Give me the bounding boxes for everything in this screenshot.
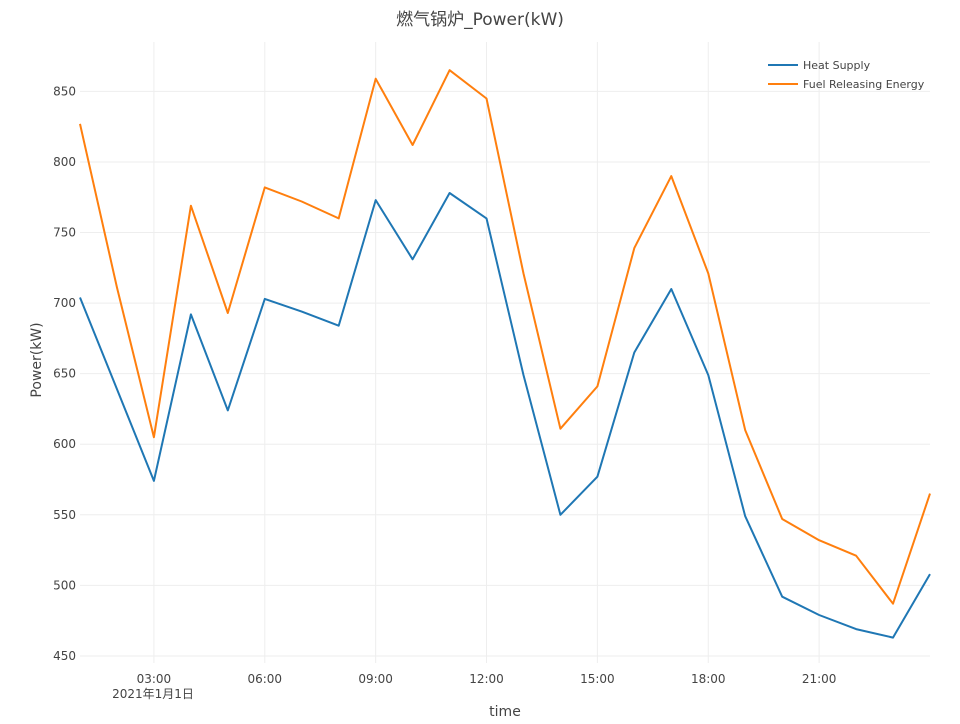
series-layer <box>79 69 931 639</box>
legend[interactable]: Heat Supply Fuel Releasing Energy <box>768 59 925 91</box>
x-tick-label: 21:00 <box>802 672 837 686</box>
chart-title: 燃气锅炉_Power(kW) <box>396 10 564 30</box>
y-tick-label: 500 <box>53 578 76 592</box>
x-tick-label: 09:00 <box>358 672 393 686</box>
y-tick-label: 850 <box>53 84 76 98</box>
y-tick-label: 650 <box>53 367 76 381</box>
x-tick-label: 12:00 <box>469 672 504 686</box>
x-tick-label: 03:00 <box>137 672 172 686</box>
legend-label-heat-supply[interactable]: Heat Supply <box>803 59 871 72</box>
y-tick-label: 550 <box>53 508 76 522</box>
x-tick-label: 15:00 <box>580 672 615 686</box>
x-axis-date-label: 2021年1月1日 <box>112 687 194 701</box>
grid-layer <box>80 42 930 663</box>
y-tick-label: 600 <box>53 437 76 451</box>
y-tick-label: 450 <box>53 649 76 663</box>
x-axis-title: time <box>489 704 521 720</box>
series-line-fuel-releasing-energy <box>79 69 931 605</box>
y-tick-label: 800 <box>53 155 76 169</box>
x-tick-label: 06:00 <box>247 672 282 686</box>
y-axis-title: Power(kW) <box>29 322 45 397</box>
y-tick-label: 750 <box>53 226 76 240</box>
legend-label-fuel-releasing-energy[interactable]: Fuel Releasing Energy <box>803 78 925 91</box>
x-tick-label: 18:00 <box>691 672 726 686</box>
series-line-heat-supply <box>79 192 931 639</box>
y-tick-label: 700 <box>53 296 76 310</box>
axis-layer: 450 500 550 600 650 700 750 800 850 03:00 06:00 09:… <box>53 84 836 686</box>
